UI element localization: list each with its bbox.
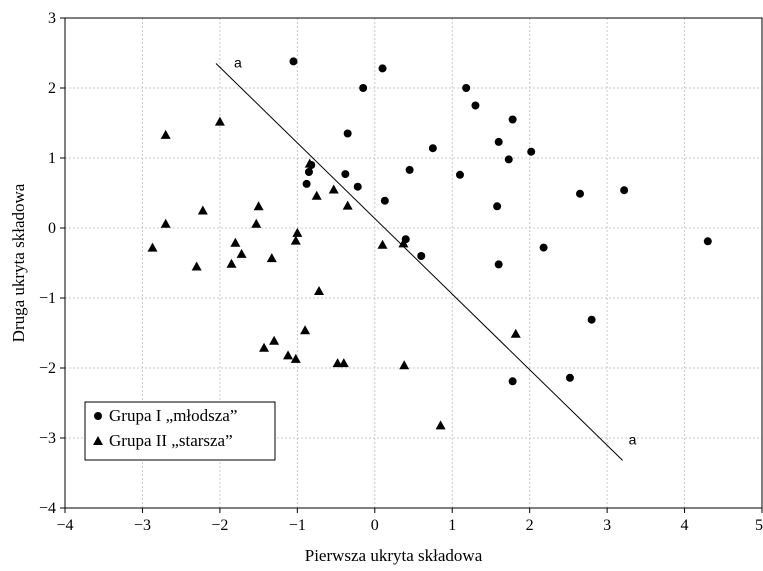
data-point-grupa-i [343, 129, 352, 138]
data-point-grupa-i [341, 170, 350, 179]
data-point-grupa-i [304, 168, 313, 176]
data-point-grupa-ii [300, 325, 311, 335]
data-point-grupa-ii [342, 200, 353, 210]
x-tick-label: −3 [134, 517, 151, 534]
data-point-grupa-i [504, 155, 513, 164]
annotation-label-start: a [234, 55, 242, 71]
data-point-grupa-i [508, 377, 517, 386]
data-point-grupa-i [703, 237, 712, 246]
y-tick-label: 1 [48, 150, 56, 167]
data-point-grupa-i [471, 101, 480, 110]
data-point-grupa-i [302, 179, 311, 188]
data-point-grupa-i [359, 84, 368, 92]
data-point-grupa-ii [160, 129, 171, 139]
data-point-grupa-i [462, 84, 471, 92]
y-tick-label: −3 [39, 430, 56, 447]
data-point-grupa-ii [398, 238, 409, 248]
data-point-grupa-ii [269, 335, 280, 345]
y-tick-label: 0 [48, 220, 56, 237]
data-point-grupa-i [428, 144, 437, 153]
y-tick-label: −2 [39, 360, 56, 377]
data-point-grupa-ii [314, 286, 325, 295]
x-tick-label: 1 [448, 517, 456, 534]
data-point-grupa-ii [290, 235, 301, 245]
x-tick-label: 3 [603, 517, 611, 534]
x-axis-title: Pierwsza ukryta składowa [305, 546, 483, 565]
data-point-grupa-i [539, 243, 548, 252]
data-point-grupa-i [405, 165, 414, 174]
data-point-grupa-ii [253, 201, 264, 211]
data-point-grupa-ii [292, 227, 303, 237]
legend-label: Grupa I „młodsza” [109, 406, 237, 425]
data-point-grupa-ii [191, 261, 202, 271]
data-point-grupa-ii [328, 184, 339, 194]
y-tick-label: 2 [48, 80, 56, 97]
y-tick-label: 3 [48, 10, 56, 27]
legend-box [84, 401, 276, 461]
data-point-grupa-ii [435, 420, 446, 430]
annotation-line [215, 63, 623, 461]
x-tick-label: 2 [526, 517, 534, 534]
data-point-grupa-ii [147, 242, 158, 252]
x-tick-label: −1 [289, 517, 306, 534]
data-point-grupa-ii [290, 353, 301, 363]
data-point-grupa-i [494, 260, 503, 269]
data-point-grupa-ii [283, 350, 294, 360]
data-point-grupa-ii [377, 239, 388, 249]
data-point-grupa-i [565, 373, 574, 382]
data-point-grupa-ii [251, 218, 262, 228]
data-point-grupa-i [494, 137, 503, 146]
data-point-grupa-i [527, 147, 536, 156]
data-point-grupa-i [417, 252, 426, 260]
y-tick-label: −4 [39, 500, 56, 517]
data-point-grupa-i [493, 202, 502, 211]
data-point-grupa-ii [304, 158, 315, 168]
annotation-label-end: a [629, 431, 637, 447]
data-point-grupa-ii [230, 237, 241, 247]
data-point-grupa-ii [236, 248, 247, 258]
data-point-grupa-i [380, 196, 389, 205]
y-axis-title: Druga ukryta składowa [9, 183, 28, 342]
data-point-grupa-i [353, 182, 362, 191]
data-point-grupa-ii [338, 358, 349, 368]
data-point-grupa-i [508, 115, 517, 124]
x-tick-label: −4 [56, 517, 73, 534]
plot-frame [64, 17, 763, 509]
data-point-grupa-ii [160, 218, 171, 228]
data-point-grupa-ii [311, 190, 322, 200]
data-point-grupa-ii [226, 258, 237, 268]
data-point-grupa-i [587, 315, 596, 324]
data-point-grupa-i [378, 64, 387, 73]
data-point-grupa-i [576, 189, 585, 198]
legend-label: Grupa II „starsza” [109, 431, 233, 450]
legend-marker [93, 436, 103, 445]
data-point-grupa-i [620, 186, 629, 195]
x-tick-label: −2 [211, 517, 228, 534]
data-point-grupa-ii [510, 328, 521, 338]
data-point-grupa-ii [197, 205, 208, 215]
data-point-grupa-ii [259, 342, 270, 352]
y-tick-label: −1 [39, 290, 56, 307]
data-point-grupa-i [289, 57, 298, 66]
x-tick-label: 0 [371, 517, 379, 534]
x-tick-label: 4 [681, 517, 689, 534]
data-point-grupa-i [455, 170, 464, 179]
x-tick-label: 5 [755, 517, 763, 534]
data-point-grupa-ii [266, 253, 277, 263]
legend-marker [94, 412, 102, 420]
data-point-grupa-ii [214, 116, 225, 126]
data-point-grupa-ii [399, 360, 410, 370]
